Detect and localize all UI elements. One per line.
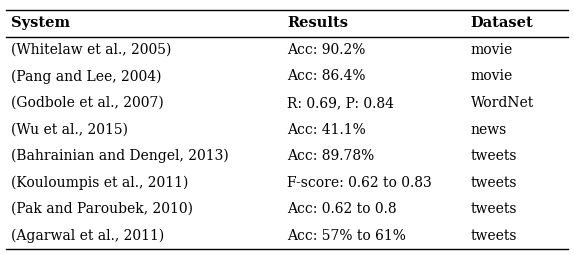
Text: Results: Results <box>287 17 348 30</box>
Text: tweets: tweets <box>471 176 517 189</box>
Text: tweets: tweets <box>471 202 517 216</box>
Text: (Agarwal et al., 2011): (Agarwal et al., 2011) <box>11 228 165 243</box>
Text: (Wu et al., 2015): (Wu et al., 2015) <box>11 122 129 137</box>
Text: tweets: tweets <box>471 149 517 163</box>
Text: Dataset: Dataset <box>471 17 533 30</box>
Text: (Whitelaw et al., 2005): (Whitelaw et al., 2005) <box>11 43 172 57</box>
Text: movie: movie <box>471 70 513 84</box>
Text: F-score: 0.62 to 0.83: F-score: 0.62 to 0.83 <box>287 176 432 189</box>
Text: Acc: 0.62 to 0.8: Acc: 0.62 to 0.8 <box>287 202 397 216</box>
Text: (Bahrainian and Dengel, 2013): (Bahrainian and Dengel, 2013) <box>11 149 229 163</box>
Text: (Godbole et al., 2007): (Godbole et al., 2007) <box>11 96 164 110</box>
Text: Acc: 57% to 61%: Acc: 57% to 61% <box>287 229 406 243</box>
Text: Acc: 90.2%: Acc: 90.2% <box>287 43 366 57</box>
Text: Acc: 86.4%: Acc: 86.4% <box>287 70 366 84</box>
Text: WordNet: WordNet <box>471 96 534 110</box>
Text: Acc: 89.78%: Acc: 89.78% <box>287 149 374 163</box>
Text: tweets: tweets <box>471 229 517 243</box>
Text: movie: movie <box>471 43 513 57</box>
Text: System: System <box>11 17 71 30</box>
Text: news: news <box>471 122 507 137</box>
Text: R: 0.69, P: 0.84: R: 0.69, P: 0.84 <box>287 96 394 110</box>
Text: (Pak and Paroubek, 2010): (Pak and Paroubek, 2010) <box>11 202 193 216</box>
Text: (Pang and Lee, 2004): (Pang and Lee, 2004) <box>11 69 162 84</box>
Text: (Kouloumpis et al., 2011): (Kouloumpis et al., 2011) <box>11 176 189 190</box>
Text: Acc: 41.1%: Acc: 41.1% <box>287 122 366 137</box>
